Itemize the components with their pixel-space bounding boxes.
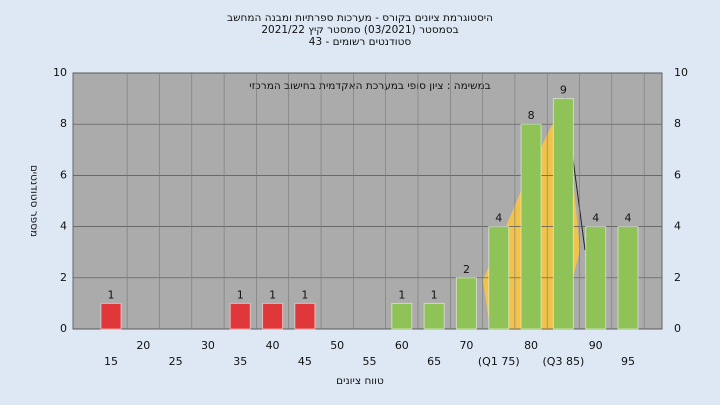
bar [262, 302, 284, 330]
data-label: 1 [237, 288, 244, 301]
bar [552, 98, 574, 330]
bar [520, 123, 542, 330]
x-tick-label: 50 [330, 339, 344, 352]
y-tick-label: 6 [60, 168, 67, 181]
data-label: 9 [560, 84, 567, 97]
data-label: 8 [528, 109, 535, 122]
chart-title: היסטוגרמת ציונים בקורס - מערכות ספרתיות … [227, 12, 493, 24]
x-tick-label: 40 [266, 339, 280, 352]
bar [391, 302, 413, 330]
bar [617, 226, 639, 330]
y-tick-label: 4 [60, 220, 67, 233]
bar [455, 277, 477, 330]
chart-subtitle: סטודנטים רשומים - 43 [309, 36, 412, 48]
chart-subtitle: בסמסטר (03/2021) סמסטר קיץ 2021/22 [261, 24, 458, 36]
y-tick-label-right: 8 [674, 117, 681, 130]
x-tick-label: 70 [459, 339, 473, 352]
x-tick-label: 30 [201, 339, 215, 352]
bar [294, 302, 316, 330]
y-tick-label: 10 [53, 66, 67, 79]
data-label: 1 [398, 288, 405, 301]
x-axis-label: טווח ציונים [336, 375, 384, 387]
data-label: 4 [592, 212, 599, 225]
x-tick-label: 65 [427, 355, 441, 368]
x-tick-label: 80 [524, 339, 538, 352]
y-tick-label: 2 [60, 271, 67, 284]
bar [585, 226, 607, 330]
x-tick-label: 25 [169, 355, 183, 368]
bar [100, 302, 122, 330]
data-label: 2 [463, 263, 470, 276]
x-tick-label: 20 [136, 339, 150, 352]
data-label: 1 [108, 288, 115, 301]
y-tick-label-right: 2 [674, 271, 681, 284]
data-label: 1 [431, 288, 438, 301]
y-tick-label-right: 6 [674, 168, 681, 181]
x-tick-label: 35 [233, 355, 247, 368]
data-label: 1 [269, 288, 276, 301]
annotation: במשימה : ציון סופי במערכת האקדמית בחישוב… [249, 80, 490, 92]
x-tick-label: 45 [298, 355, 312, 368]
x-tick-label: (Q3 85) [543, 355, 585, 368]
data-label: 4 [495, 212, 502, 225]
x-tick-label: 55 [363, 355, 377, 368]
x-tick-label: 95 [621, 355, 635, 368]
x-tick-label: 15 [104, 355, 118, 368]
x-tick-label: (Q1 75) [478, 355, 520, 368]
y-tick-label-right: 0 [674, 322, 681, 335]
y-tick-label: 0 [60, 322, 67, 335]
data-label: 4 [625, 212, 632, 225]
y-tick-label-right: 4 [674, 220, 681, 233]
bar [423, 302, 445, 330]
bar [488, 226, 510, 330]
data-label: 1 [301, 288, 308, 301]
y-tick-label-right: 10 [674, 66, 688, 79]
y-tick-label: 8 [60, 117, 67, 130]
x-tick-label: 90 [589, 339, 603, 352]
x-tick-label: 60 [395, 339, 409, 352]
y-axis-label: מספר סטודנטים [28, 165, 40, 237]
bar [229, 302, 251, 330]
